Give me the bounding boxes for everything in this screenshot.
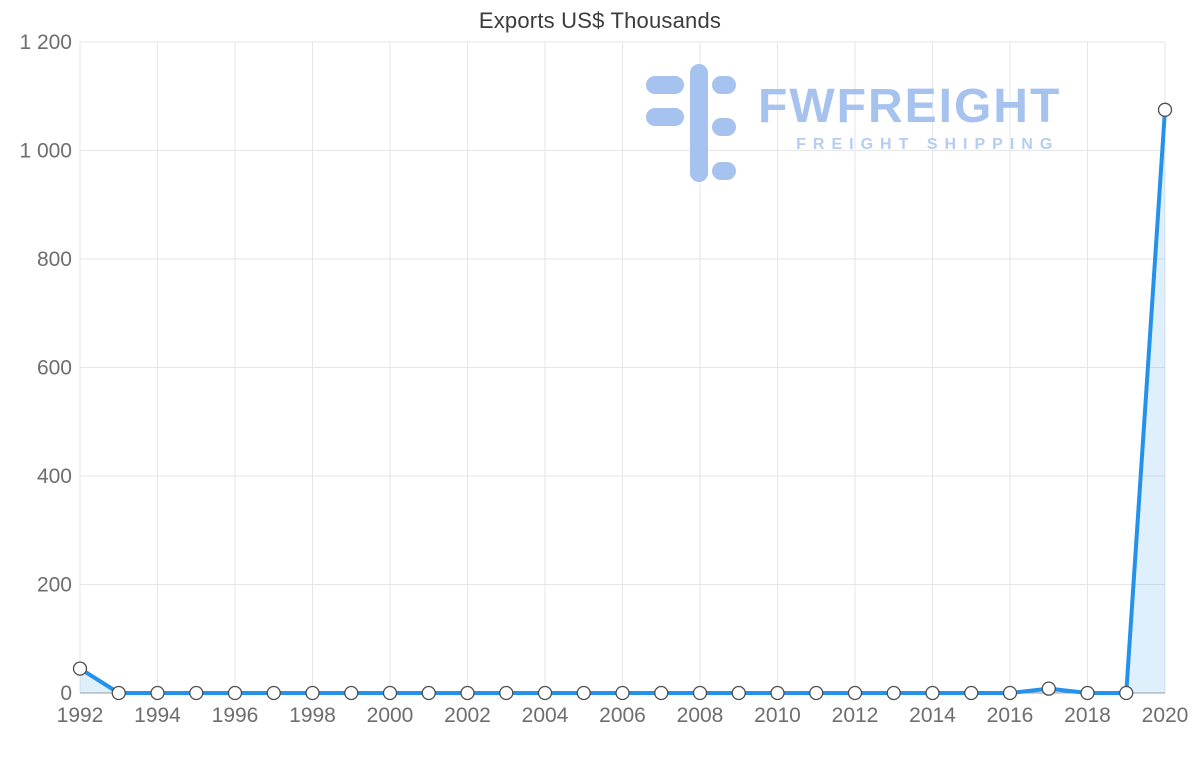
x-tick-label: 1992	[57, 704, 104, 727]
y-tick-label: 600	[37, 357, 72, 380]
y-tick-label: 0	[60, 682, 72, 705]
x-tick-label: 2006	[599, 704, 646, 727]
x-tick-label: 2020	[1142, 704, 1189, 727]
data-point-1998[interactable]	[305, 685, 320, 701]
data-point-2005[interactable]	[576, 685, 591, 701]
y-tick-label: 1 200	[19, 31, 72, 54]
data-point-2006[interactable]	[615, 685, 630, 701]
x-tick-label: 2018	[1064, 704, 1111, 727]
y-tick-label: 800	[37, 248, 72, 271]
data-point-2004[interactable]	[537, 685, 553, 701]
data-point-1997[interactable]	[266, 685, 281, 701]
data-point-2018[interactable]	[1080, 685, 1095, 701]
data-point-2003[interactable]	[499, 685, 514, 701]
x-tick-label: 2002	[444, 704, 491, 727]
data-point-2009[interactable]	[731, 685, 746, 701]
x-tick-label: 1994	[134, 704, 181, 727]
x-tick-label: 2008	[677, 704, 724, 727]
y-tick-label: 1 000	[19, 140, 72, 163]
data-point-2019[interactable]	[1119, 685, 1134, 701]
data-point-1992[interactable]	[72, 661, 88, 676]
x-tick-label: 2000	[367, 704, 414, 727]
data-point-1996[interactable]	[227, 685, 243, 701]
y-tick-label: 400	[37, 465, 72, 488]
data-point-2015[interactable]	[964, 685, 979, 701]
data-point-2020[interactable]	[1157, 102, 1173, 117]
data-point-2008[interactable]	[692, 685, 708, 701]
data-point-1999[interactable]	[344, 685, 359, 701]
data-point-2000[interactable]	[382, 685, 398, 701]
data-point-2016[interactable]	[1002, 685, 1018, 701]
x-tick-label: 2010	[754, 704, 801, 727]
data-point-1994[interactable]	[150, 685, 165, 701]
data-point-1995[interactable]	[189, 685, 204, 701]
data-point-2013[interactable]	[886, 685, 901, 701]
data-point-2012[interactable]	[847, 685, 863, 701]
data-point-2001[interactable]	[421, 685, 436, 701]
x-tick-label: 2016	[987, 704, 1034, 727]
y-tick-label: 200	[37, 574, 72, 597]
x-tick-label: 1996	[212, 704, 259, 727]
x-tick-label: 2014	[909, 704, 956, 727]
data-point-2011[interactable]	[809, 685, 824, 701]
x-tick-label: 2004	[522, 704, 569, 727]
x-tick-label: 1998	[289, 704, 336, 727]
data-point-2014[interactable]	[925, 685, 940, 701]
chart-title: Exports US$ Thousands	[478, 8, 722, 33]
data-point-2007[interactable]	[654, 685, 669, 701]
x-tick-label: 2012	[832, 704, 879, 727]
data-point-1993[interactable]	[111, 685, 126, 701]
data-point-2010[interactable]	[770, 685, 785, 701]
data-point-2002[interactable]	[460, 685, 475, 701]
data-point-2017[interactable]	[1041, 681, 1056, 696]
